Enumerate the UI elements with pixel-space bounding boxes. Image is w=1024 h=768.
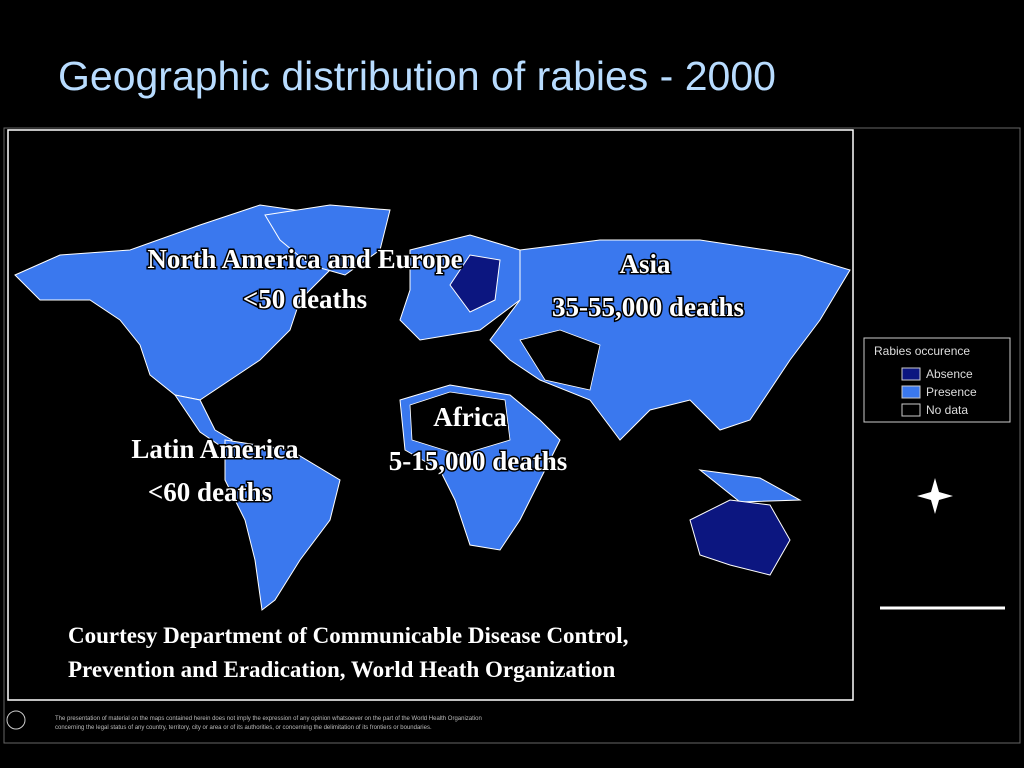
no-data-area — [519, 329, 601, 391]
se-asia-islands — [698, 469, 802, 503]
legend-label: Absence — [926, 367, 973, 381]
region-name: North America and Europe — [147, 244, 462, 274]
credit-line: Courtesy Department of Communicable Dise… — [68, 623, 628, 648]
scandinavia — [449, 254, 501, 313]
map-frame — [7, 129, 854, 701]
north-america — [14, 204, 331, 401]
credit-line: Prevention and Eradication, World Heath … — [68, 657, 616, 682]
region-name: Africa — [433, 402, 507, 432]
legend-box — [863, 337, 1011, 423]
legend: Rabies occurence Absence Presence No data — [863, 337, 1011, 423]
legend-swatch — [901, 403, 921, 417]
legend-title: Rabies occurence — [874, 344, 970, 358]
disclaimer: The presentation of material on the maps… — [55, 716, 482, 722]
region-deaths: <50 deaths — [243, 284, 367, 314]
legend-label: Presence — [926, 385, 977, 399]
world-map — [14, 204, 851, 611]
region-deaths: 5-15,000 deaths — [389, 446, 568, 476]
legend-swatch — [901, 367, 921, 381]
asia — [489, 239, 851, 441]
central-america — [173, 394, 233, 448]
region-name: Asia — [619, 249, 671, 279]
legend-swatch — [901, 385, 921, 399]
who-logo — [6, 710, 26, 730]
region-deaths: <60 deaths — [148, 477, 272, 507]
region-name: Latin America — [131, 434, 299, 464]
sahara-no-data — [409, 391, 511, 456]
compass — [917, 478, 953, 514]
australia — [689, 499, 791, 576]
south-america — [224, 439, 341, 611]
legend-label: No data — [926, 403, 968, 417]
slide-title: Geographic distribution of rabies - 2000 — [58, 53, 776, 99]
region-deaths: 35-55,000 deaths — [552, 292, 744, 322]
greenland — [264, 204, 391, 276]
disclaimer: concerning the legal status of any count… — [55, 725, 432, 731]
